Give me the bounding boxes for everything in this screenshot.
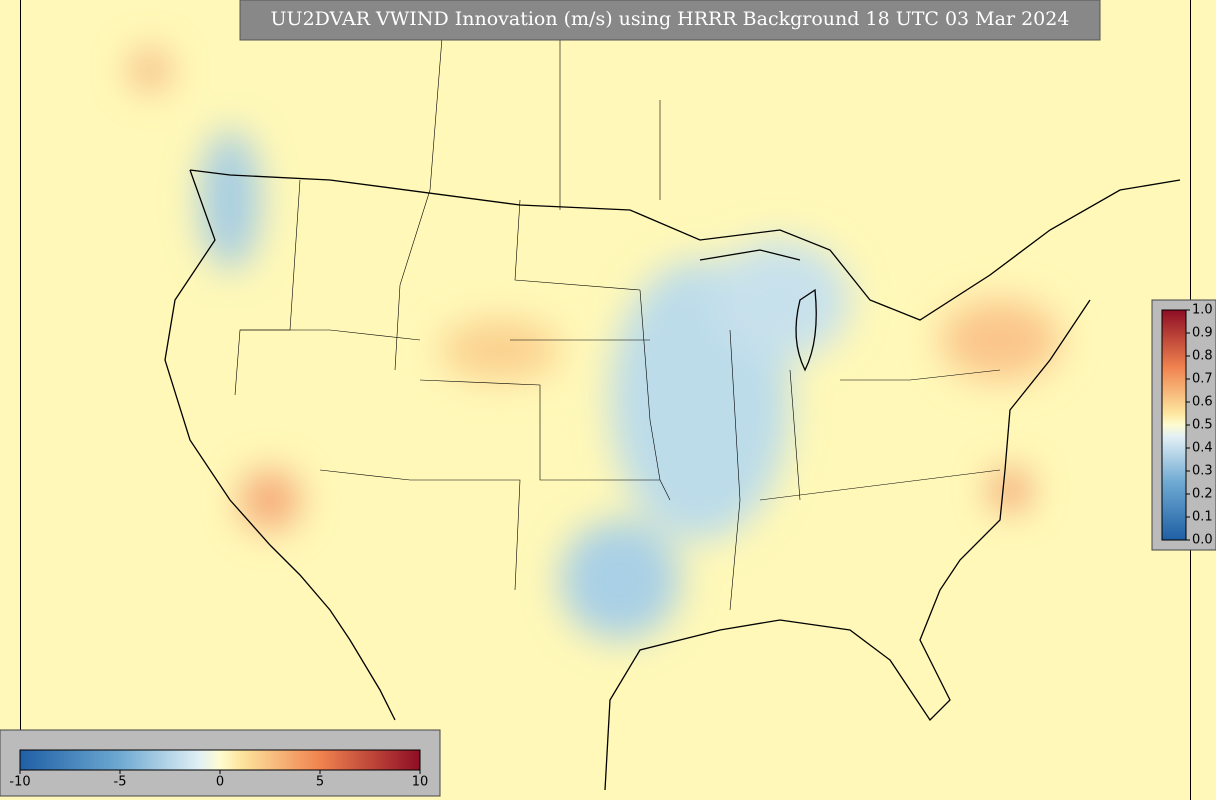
colorbar-tick-label: 0.8 xyxy=(1192,349,1213,364)
colorbar-tick-label: -5 xyxy=(114,775,127,790)
colorbar-tick-label: 0.2 xyxy=(1192,487,1213,502)
innovation-field xyxy=(130,50,1060,640)
colorbar-tick-label: 0.3 xyxy=(1192,464,1213,479)
coastlines xyxy=(164,169,1181,791)
state-borders xyxy=(234,0,1001,611)
colorbar-tick-label: -10 xyxy=(9,775,30,790)
title-box xyxy=(239,0,1101,41)
map-frame xyxy=(20,0,21,730)
colorbar-tick-label: 5 xyxy=(316,775,324,790)
colorbar-tick-label: 0.7 xyxy=(1192,372,1213,387)
map-title: UU2DVAR VWIND Innovation (m/s) using HRR… xyxy=(271,8,1070,30)
colorbar-tick-label: 0 xyxy=(216,775,224,790)
colorbar xyxy=(19,749,421,771)
colorbar-tick-label: 1.0 xyxy=(1192,303,1213,318)
colorbar-tick-label: 0.4 xyxy=(1192,441,1213,456)
colorbar xyxy=(1161,309,1187,541)
colorbar-tick-label: 0.9 xyxy=(1192,326,1213,341)
colorbar-tick-label: 0.6 xyxy=(1192,395,1213,410)
colorbar-tick-label: 0.0 xyxy=(1192,533,1213,548)
colorbar-tick-label: 0.1 xyxy=(1192,510,1213,525)
colorbar-tick-label: 10 xyxy=(412,775,429,790)
colorbar-tick-label: 0.5 xyxy=(1192,418,1213,433)
